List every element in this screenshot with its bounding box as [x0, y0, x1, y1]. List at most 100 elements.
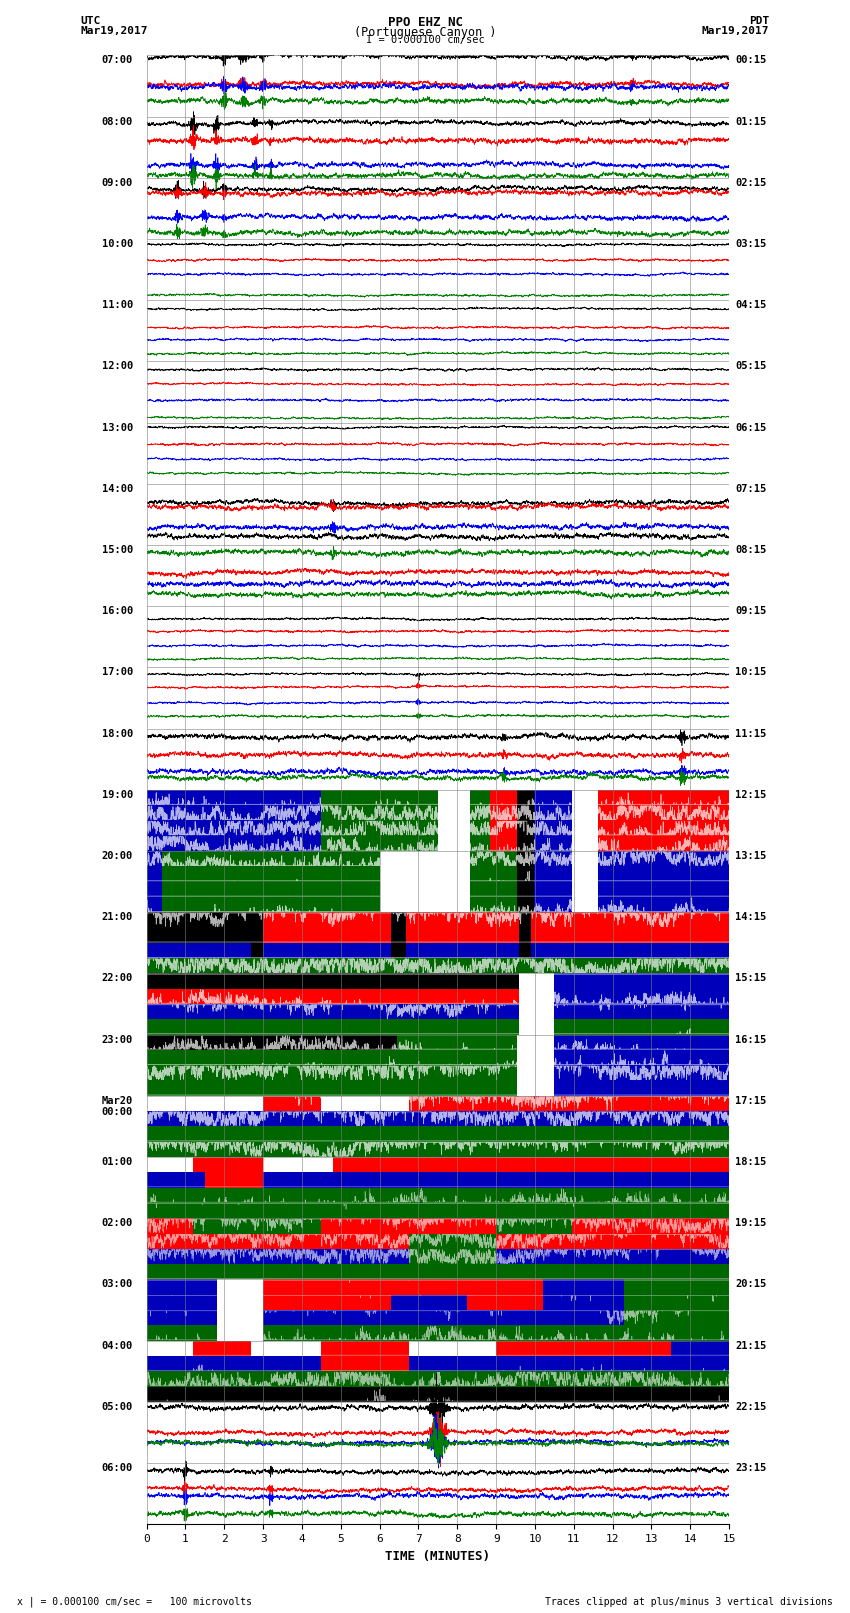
Bar — [572, 897, 598, 913]
Bar — [146, 1279, 217, 1295]
Text: Mar20
00:00: Mar20 00:00 — [102, 1095, 133, 1118]
Text: 12:15: 12:15 — [735, 790, 766, 800]
Bar — [321, 1126, 729, 1142]
Text: 05:00: 05:00 — [102, 1402, 133, 1411]
Bar — [146, 1340, 193, 1357]
Bar — [146, 1003, 409, 1019]
Bar — [409, 1357, 496, 1371]
Bar — [264, 1248, 409, 1265]
Text: 23:15: 23:15 — [735, 1463, 766, 1473]
Text: 11:00: 11:00 — [102, 300, 133, 310]
Text: 03:15: 03:15 — [735, 239, 766, 248]
Text: 04:15: 04:15 — [735, 300, 766, 310]
Bar — [264, 1310, 467, 1326]
Bar — [391, 1295, 467, 1310]
Bar — [409, 1003, 519, 1019]
Bar — [496, 1111, 729, 1126]
Bar — [234, 1234, 321, 1248]
Bar — [554, 973, 729, 989]
Text: 18:00: 18:00 — [102, 729, 133, 739]
Text: 10:15: 10:15 — [735, 668, 766, 677]
Bar — [598, 866, 729, 882]
Bar — [397, 1050, 517, 1065]
Bar — [470, 882, 517, 897]
Bar — [496, 1095, 531, 1111]
Bar — [496, 1357, 572, 1371]
X-axis label: TIME (MINUTES): TIME (MINUTES) — [385, 1550, 490, 1563]
Bar — [598, 790, 656, 805]
Bar — [624, 1310, 729, 1326]
Bar — [470, 866, 517, 882]
Bar — [519, 927, 531, 942]
Bar — [409, 973, 519, 989]
Bar — [656, 821, 729, 836]
Bar — [534, 805, 572, 821]
Bar — [671, 1157, 729, 1173]
Bar — [624, 1295, 729, 1310]
Bar — [321, 1111, 409, 1126]
Bar — [554, 1081, 729, 1095]
Bar — [217, 1279, 264, 1295]
Bar — [598, 821, 656, 836]
Bar — [409, 1218, 496, 1234]
Bar — [380, 866, 470, 882]
Bar — [519, 973, 554, 989]
Bar — [304, 927, 391, 942]
Text: 03:00: 03:00 — [102, 1279, 133, 1289]
Bar — [217, 1310, 264, 1326]
Text: 15:15: 15:15 — [735, 973, 766, 984]
Bar — [400, 790, 438, 805]
Bar — [409, 1340, 496, 1357]
Bar — [572, 882, 598, 897]
Bar — [146, 1019, 409, 1034]
Text: 09:15: 09:15 — [735, 606, 766, 616]
Bar — [146, 1095, 193, 1111]
Text: 08:00: 08:00 — [102, 116, 133, 126]
Text: 10:00: 10:00 — [102, 239, 133, 248]
Bar — [264, 927, 304, 942]
Bar — [146, 1157, 193, 1173]
Text: 07:15: 07:15 — [735, 484, 766, 494]
Text: 01:15: 01:15 — [735, 116, 766, 126]
Bar — [496, 1187, 572, 1203]
Bar — [146, 882, 162, 897]
Bar — [321, 836, 400, 852]
Bar — [321, 1218, 409, 1234]
Bar — [517, 1065, 554, 1081]
Bar — [438, 805, 470, 821]
Bar — [391, 942, 405, 958]
Bar — [519, 913, 531, 927]
Bar — [496, 1248, 572, 1265]
Bar — [146, 1387, 729, 1402]
Bar — [162, 882, 380, 897]
Bar — [534, 790, 572, 805]
Text: Mar19,2017: Mar19,2017 — [702, 26, 769, 35]
Bar — [517, 836, 534, 852]
Text: 02:15: 02:15 — [735, 177, 766, 187]
Bar — [146, 973, 409, 989]
Bar — [517, 897, 534, 913]
Text: 23:00: 23:00 — [102, 1034, 133, 1045]
Bar — [554, 989, 729, 1003]
Bar — [572, 1248, 729, 1265]
Bar — [572, 1173, 729, 1187]
Text: 11:15: 11:15 — [735, 729, 766, 739]
Bar — [490, 805, 517, 821]
Bar — [380, 882, 470, 897]
Bar — [534, 821, 572, 836]
Bar — [162, 821, 321, 836]
Bar — [531, 927, 729, 942]
Bar — [517, 1050, 554, 1065]
Bar — [333, 1173, 496, 1187]
Bar — [146, 1126, 321, 1142]
Bar — [470, 805, 490, 821]
Bar — [656, 805, 729, 821]
Text: 22:15: 22:15 — [735, 1402, 766, 1411]
Text: 09:00: 09:00 — [102, 177, 133, 187]
Bar — [146, 942, 252, 958]
Bar — [217, 1326, 264, 1340]
Bar — [162, 913, 264, 927]
Bar — [470, 821, 490, 836]
Text: 05:15: 05:15 — [735, 361, 766, 371]
Bar — [264, 942, 391, 958]
